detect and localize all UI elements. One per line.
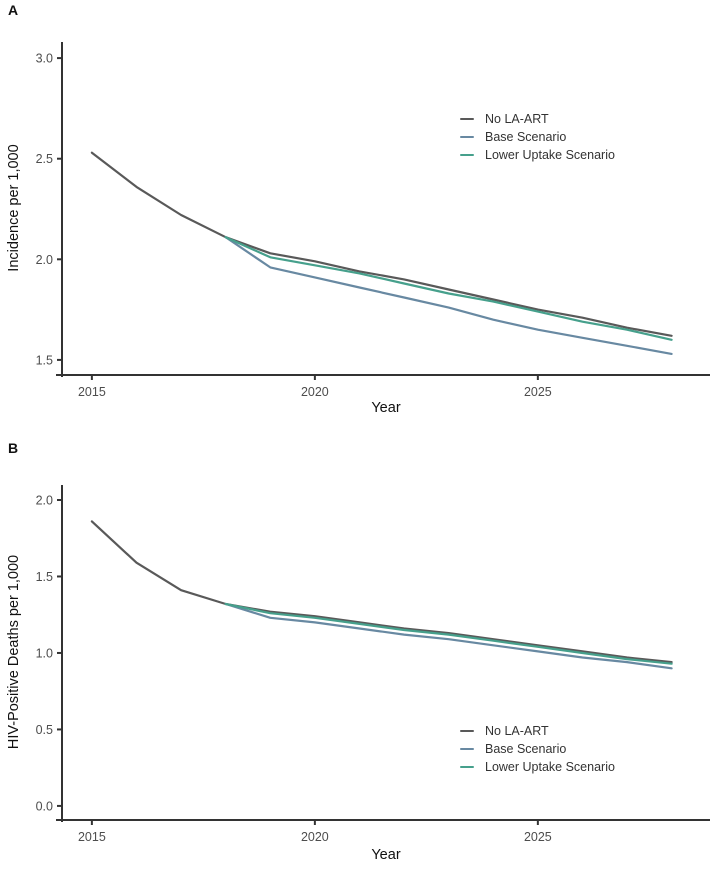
legend-item-no-la-art: No LA-ART — [460, 722, 615, 740]
y-tick-label: 2.0 — [36, 253, 53, 267]
legend-label: No LA-ART — [485, 724, 549, 738]
x-tick-label: 2015 — [78, 830, 106, 844]
legend-key-line — [460, 135, 474, 139]
legend-label: Lower Uptake Scenario — [485, 760, 615, 774]
legend-key-line — [460, 765, 474, 769]
legend-label: Base Scenario — [485, 742, 567, 756]
legend-item-base-scenario: Base Scenario — [460, 128, 615, 146]
legend-label: Base Scenario — [485, 130, 567, 144]
series-line-base-scenario — [224, 602, 673, 670]
legend-key-line — [460, 747, 474, 751]
legend-label: No LA-ART — [485, 112, 549, 126]
legend-key-line — [460, 729, 474, 733]
legend-item-base-scenario: Base Scenario — [460, 740, 615, 758]
legend-item-lower-uptake-scenario: Lower Uptake Scenario — [460, 758, 615, 776]
y-tick-label: 3.0 — [36, 52, 53, 66]
panel-a-y-axis-title: Incidence per 1,000 — [6, 144, 22, 271]
y-tick-label: 1.5 — [36, 353, 53, 367]
x-tick-label: 2015 — [78, 385, 106, 399]
series-line-lower-uptake-scenario — [224, 602, 673, 665]
series-line-no-la-art — [90, 151, 673, 337]
panel-a-legend: No LA-ART Base Scenario Lower Uptake Scena… — [460, 110, 615, 164]
panel-b-y-axis-title: HIV-Positive Deaths per 1,000 — [6, 555, 22, 749]
y-tick-label: 0.0 — [36, 799, 53, 813]
y-tick-label: 2.0 — [36, 493, 53, 507]
y-tick-label: 1.5 — [36, 570, 53, 584]
panel-b-legend: No LA-ART Base Scenario Lower Uptake Scena… — [460, 722, 615, 776]
legend-key-line — [460, 153, 474, 157]
panel-b-x-axis-title: Year — [371, 847, 400, 863]
panel-b-label: B — [8, 440, 19, 456]
series-line-no-la-art — [90, 520, 673, 664]
legend-item-lower-uptake-scenario: Lower Uptake Scenario — [460, 146, 615, 164]
panel-a-label: A — [8, 2, 19, 18]
legend-label: Lower Uptake Scenario — [485, 148, 615, 162]
series-line-lower-uptake-scenario — [224, 236, 673, 341]
x-tick-label: 2020 — [301, 385, 329, 399]
legend-item-no-la-art: No LA-ART — [460, 110, 615, 128]
panel-a-x-axis-title: Year — [371, 400, 400, 416]
y-tick-label: 0.5 — [36, 723, 53, 737]
x-tick-label: 2025 — [524, 830, 552, 844]
series-line-base-scenario — [224, 236, 673, 355]
legend-key-line — [460, 117, 474, 121]
x-tick-label: 2025 — [524, 385, 552, 399]
x-tick-label: 2020 — [301, 830, 329, 844]
panel-a-chart: 2015 2020 2025 1.5 2.0 2.5 3.0 Year Incidence … — [6, 42, 710, 416]
y-tick-label: 1.0 — [36, 646, 53, 660]
y-tick-label: 2.5 — [36, 152, 53, 166]
panel-b-chart: 2015 2020 2025 0.0 0.5 1.0 1.5 2.0 Year HIV-Pos… — [6, 485, 710, 863]
